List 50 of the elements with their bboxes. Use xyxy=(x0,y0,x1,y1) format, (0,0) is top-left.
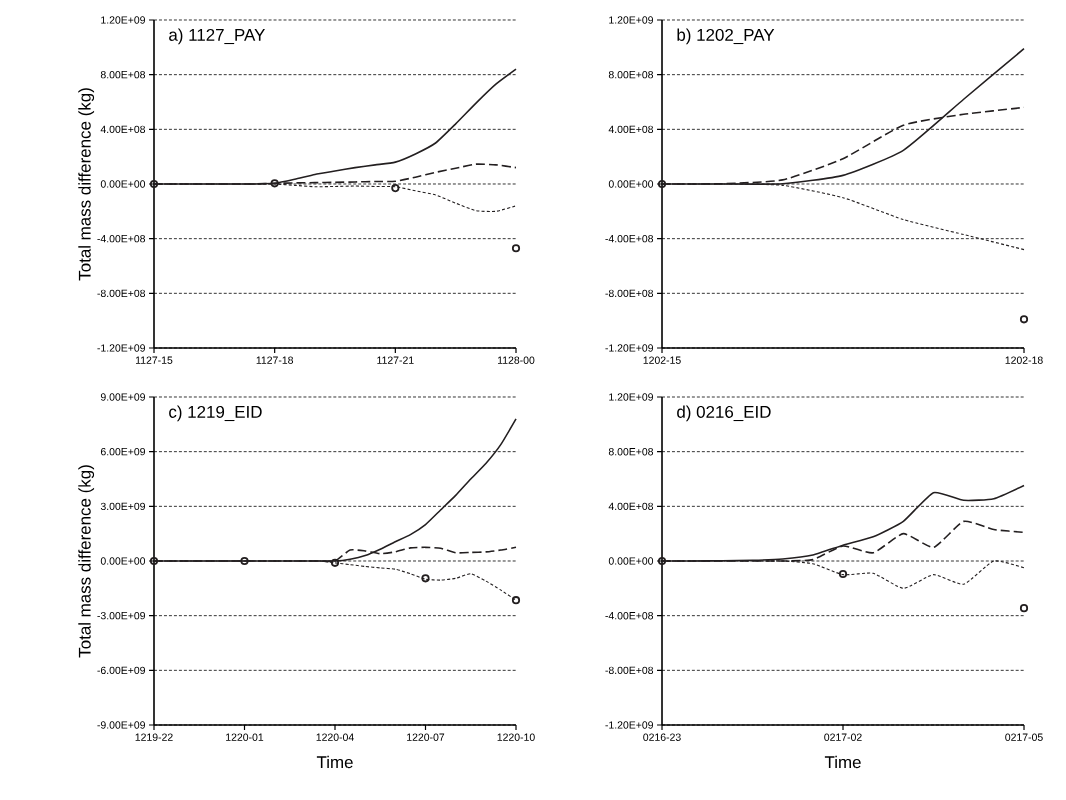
x-tick-label: 0217-05 xyxy=(1005,733,1043,741)
y-tick-label: 9.00E+09 xyxy=(100,393,145,401)
y-tick-label: -8.00E+08 xyxy=(605,289,654,298)
x-tick-label: 1220-01 xyxy=(226,733,264,741)
y-tick-label: -4.00E+08 xyxy=(605,234,654,243)
x-tick-label: 1220-07 xyxy=(407,733,445,741)
y-tick-label: 0.00E+00 xyxy=(100,557,146,565)
x-axis-title: Time xyxy=(824,755,861,769)
y-tick-label: -4.00E+08 xyxy=(605,611,654,620)
y-tick-label: 4.00E+08 xyxy=(100,125,146,134)
chart-title: d) 0216_EID xyxy=(677,405,771,422)
y-tick-label: 8.00E+08 xyxy=(608,447,654,456)
y-tick-label: -6.00E+09 xyxy=(97,666,145,675)
x-tick-label: 1127-15 xyxy=(135,356,173,364)
chart-title: b) 1202_PAY xyxy=(677,28,775,45)
y-tick-label: 0.00E+00 xyxy=(608,180,654,188)
y-tick-label: 4.00E+08 xyxy=(608,125,654,134)
y-tick-label: -8.00E+08 xyxy=(605,666,654,675)
y-tick-label: 8.00E+08 xyxy=(608,70,654,79)
x-tick-label: 1202-15 xyxy=(643,356,681,364)
x-tick-label: 1202-18 xyxy=(1005,356,1043,364)
y-tick-label: 1.20E+09 xyxy=(101,16,145,24)
x-tick-label: 1219-22 xyxy=(135,733,173,741)
y-axis-title: Total mass difference (kg) xyxy=(78,465,95,658)
y-tick-label: 8.00E+08 xyxy=(100,70,146,79)
x-tick-label: 1127-18 xyxy=(256,356,294,364)
y-tick-label: 1.20E+09 xyxy=(609,16,653,24)
y-tick-label: 3.00E+09 xyxy=(100,502,145,511)
y-tick-label: -1.20E+09 xyxy=(97,344,145,352)
x-axis-title: Time xyxy=(316,755,353,769)
x-tick-label: 1128-00 xyxy=(497,356,535,364)
x-tick-label: 1220-10 xyxy=(497,733,535,741)
y-tick-label: -8.00E+08 xyxy=(97,289,146,298)
y-tick-label: -1.20E+09 xyxy=(605,721,653,729)
y-tick-label: 0.00E+00 xyxy=(100,180,146,188)
y-axis-title: Total mass difference (kg) xyxy=(78,88,95,281)
x-tick-label: 1220-04 xyxy=(316,733,354,741)
y-tick-label: -1.20E+09 xyxy=(605,344,653,352)
y-tick-label: -9.00E+09 xyxy=(97,721,145,729)
y-tick-label: 1.20E+09 xyxy=(609,393,653,401)
y-tick-label: 0.00E+00 xyxy=(608,557,654,565)
x-tick-label: 0217-02 xyxy=(824,733,862,741)
chart-title: c) 1219_EID xyxy=(169,405,262,422)
y-tick-label: 6.00E+09 xyxy=(100,447,145,456)
chart-title: a) 1127_PAY xyxy=(169,28,265,45)
y-tick-label: -4.00E+08 xyxy=(97,234,146,243)
x-tick-label: 0216-23 xyxy=(643,733,681,741)
y-tick-label: 4.00E+08 xyxy=(608,502,654,511)
x-tick-label: 1127-21 xyxy=(377,356,414,364)
y-tick-label: -3.00E+09 xyxy=(97,611,145,620)
